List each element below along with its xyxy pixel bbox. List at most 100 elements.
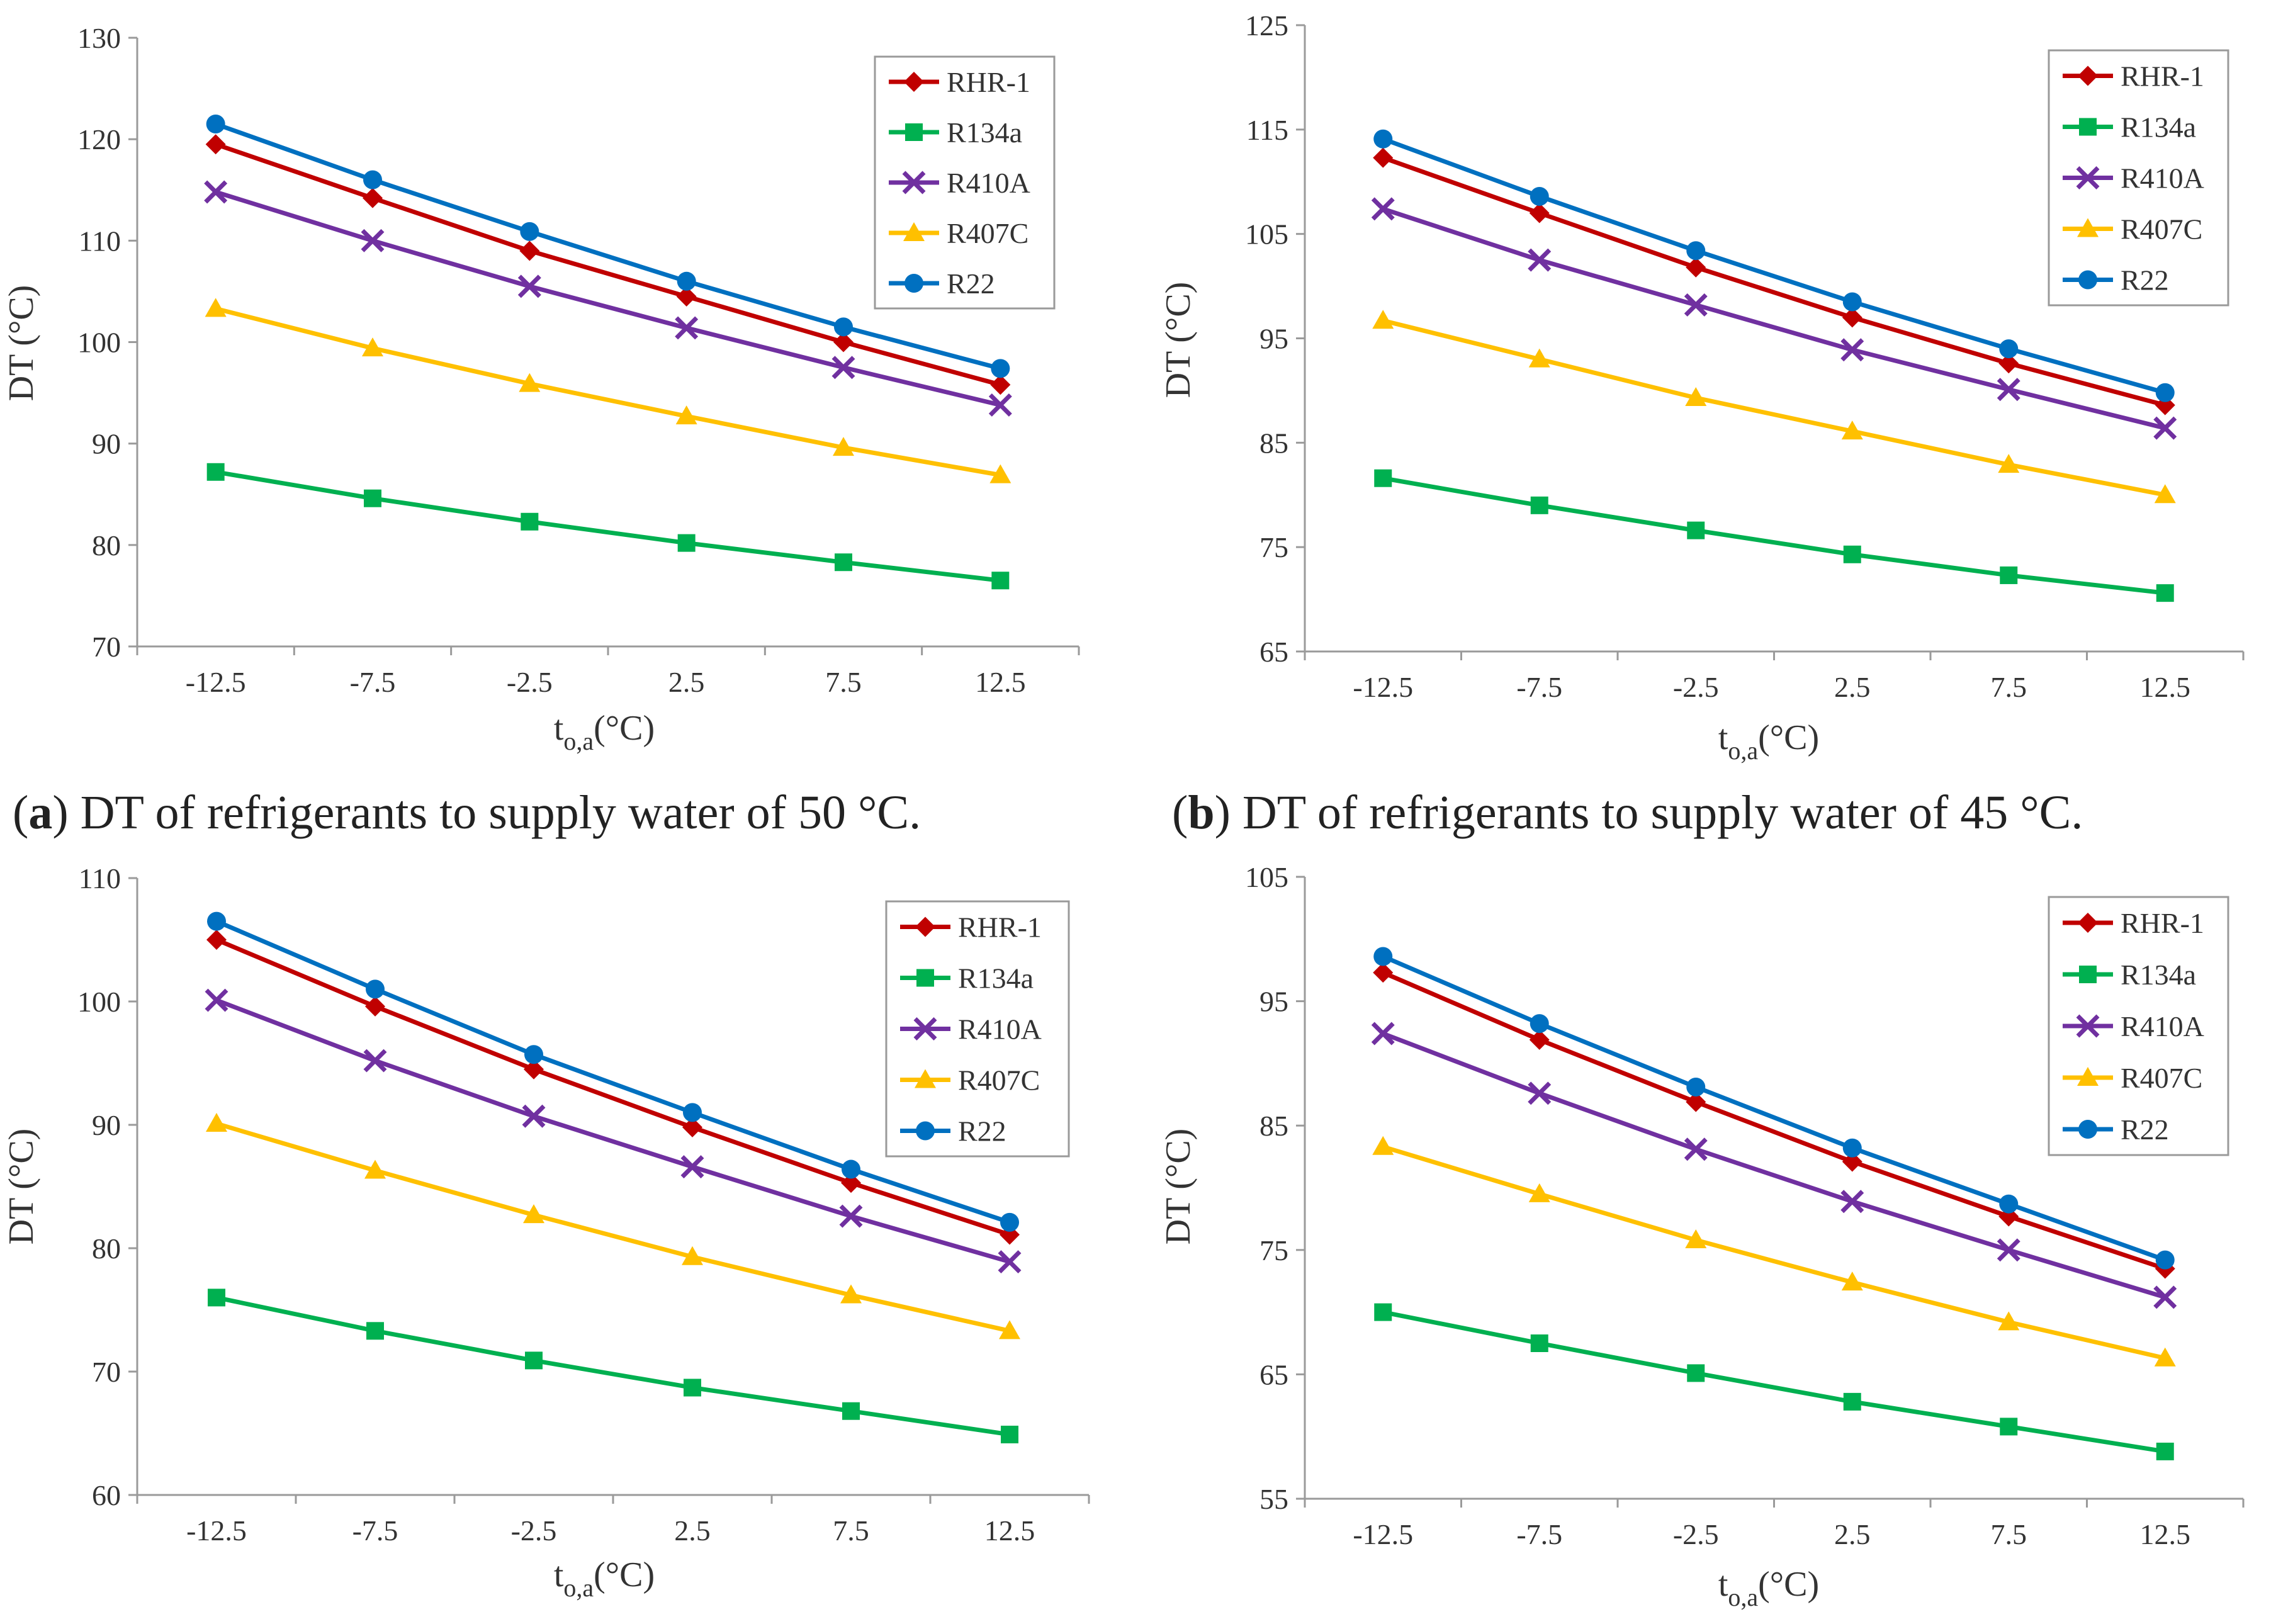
- y-tick-label: 75: [1259, 1234, 1288, 1266]
- x-tick-label: 2.5: [1834, 1518, 1871, 1550]
- x-axis-label-main: t: [1718, 718, 1728, 757]
- x-tick-label: -12.5: [1353, 671, 1413, 703]
- data-point-R410A: [361, 228, 385, 252]
- legend-marker-R410A: [2076, 1014, 2100, 1038]
- data-point-R407C: [833, 437, 854, 456]
- legend-marker-R407C: [2077, 218, 2099, 237]
- data-point-R410A: [680, 1155, 704, 1179]
- data-point-R410A: [363, 1049, 387, 1073]
- data-point-R410A: [1997, 1238, 2020, 1262]
- x-tick-label: 2.5: [668, 666, 705, 698]
- x-tick-label: -12.5: [186, 666, 246, 698]
- legend-marker-RHR-1: [2078, 913, 2098, 933]
- data-point-R22: [2155, 1250, 2175, 1270]
- data-point-RHR-1: [519, 240, 540, 261]
- data-point-RHR-1: [682, 1117, 702, 1137]
- x-axis-label-sub: o,a: [563, 727, 594, 755]
- data-point-R407C: [682, 1246, 703, 1265]
- caption-b: (b) DT of refrigerants to supply water o…: [1172, 786, 2083, 839]
- data-point-R134a: [2156, 584, 2174, 602]
- data-point-R407C: [523, 1204, 544, 1224]
- legend: RHR-1 R134a R410A R407C R22: [874, 55, 1056, 310]
- data-point-R407C: [1372, 310, 1394, 329]
- legend-label-R134a: R134a: [958, 962, 1034, 995]
- y-tick-label: 120: [77, 123, 121, 155]
- series-line-R407C: [1382, 318, 2166, 497]
- data-point-R22: [366, 979, 385, 999]
- data-point-R407C: [1841, 1272, 1863, 1291]
- data-point-R410A: [522, 1104, 546, 1128]
- data-point-R22: [991, 359, 1010, 378]
- series-R22: [206, 114, 1010, 378]
- series-R407C: [205, 298, 1012, 483]
- data-point-R410A: [839, 1204, 863, 1228]
- legend-label-RHR-1: RHR-1: [2121, 60, 2204, 93]
- series-R407C: [1372, 1136, 2176, 1367]
- series-R134a: [1374, 469, 2174, 602]
- series-line-R134a: [1382, 476, 2166, 595]
- legend-marker-R22: [916, 1121, 935, 1141]
- data-point-R407C: [205, 298, 227, 317]
- legend-marker-R407C: [2077, 1067, 2099, 1086]
- data-point-R410A: [1840, 1190, 1864, 1214]
- data-point-R407C: [1528, 1183, 1550, 1202]
- chart-panel-b: 65 75 85 95 105 115 125 -12.5 -7.5 -2.5 2.5 7.5 12.5…: [1159, 9, 2245, 765]
- series-line-R407C: [1382, 1144, 2166, 1361]
- series-R134a: [208, 1288, 1018, 1443]
- data-point-R22: [1842, 292, 1862, 312]
- series-line-RHR-1: [1382, 970, 2166, 1271]
- y-tick-label: 85: [1259, 427, 1288, 459]
- series-R410A: [205, 988, 1022, 1274]
- data-point-R22: [207, 911, 226, 931]
- x-tick-label: 7.5: [833, 1514, 869, 1547]
- series-line-R410A: [215, 189, 1001, 407]
- data-point-R407C: [989, 464, 1012, 483]
- x-axis-label-unit: (°C): [1758, 718, 1819, 757]
- legend-label-RHR-1: RHR-1: [947, 66, 1030, 98]
- data-point-R407C: [1528, 348, 1550, 368]
- x-axis-label: to,a(°C): [554, 709, 655, 755]
- x-tick-label: -7.5: [1516, 1518, 1562, 1550]
- y-tick-label: 85: [1259, 1110, 1288, 1142]
- y-tick-label: 125: [1245, 9, 1288, 42]
- data-point-R134a: [1374, 469, 1392, 487]
- data-point-R22: [842, 1159, 860, 1179]
- series-line-R22: [215, 919, 1011, 1225]
- legend-label-R22: R22: [2121, 1114, 2169, 1146]
- data-point-R134a: [1374, 1303, 1392, 1321]
- x-axis-label-unit: (°C): [594, 1555, 655, 1594]
- data-point-RHR-1: [1529, 1029, 1550, 1050]
- series-RHR-1: [205, 134, 1011, 395]
- series-R410A: [204, 180, 1012, 417]
- data-point-R407C: [362, 337, 383, 357]
- legend-marker-R22: [2078, 270, 2097, 290]
- data-point-R410A: [1371, 197, 1395, 221]
- y-tick-label: 55: [1259, 1483, 1288, 1515]
- data-point-R134a: [1530, 1334, 1548, 1352]
- legend-label-RHR-1: RHR-1: [2121, 907, 2204, 939]
- y-tick-label: 105: [1245, 861, 1288, 893]
- data-point-R410A: [1371, 1022, 1395, 1046]
- y-axis-label: DT (°C): [2, 285, 41, 402]
- y-tick-label: 115: [1246, 114, 1288, 146]
- x-tick-label: -2.5: [507, 666, 553, 698]
- series-R22: [1373, 129, 2175, 402]
- data-point-RHR-1: [1529, 203, 1550, 223]
- data-point-R134a: [1687, 521, 1705, 539]
- data-point-R22: [524, 1045, 543, 1064]
- y-tick-label: 90: [92, 428, 121, 460]
- data-point-R22: [1999, 1194, 2019, 1214]
- data-point-RHR-1: [841, 1173, 861, 1193]
- data-point-R410A: [1684, 1137, 1708, 1161]
- y-tick-label: 65: [1259, 1358, 1288, 1390]
- data-point-R407C: [2154, 1347, 2176, 1367]
- legend-marker-R134a: [916, 969, 934, 987]
- x-tick-label: -12.5: [1353, 1518, 1413, 1550]
- data-point-R22: [1999, 339, 2019, 359]
- legend-label-R134a: R134a: [2121, 111, 2196, 144]
- data-point-R410A: [998, 1250, 1022, 1274]
- caption-a-letter: a: [28, 786, 52, 839]
- data-point-R407C: [1685, 1229, 1707, 1248]
- x-axis-label-sub: o,a: [1728, 736, 1758, 765]
- data-point-R407C: [999, 1320, 1020, 1339]
